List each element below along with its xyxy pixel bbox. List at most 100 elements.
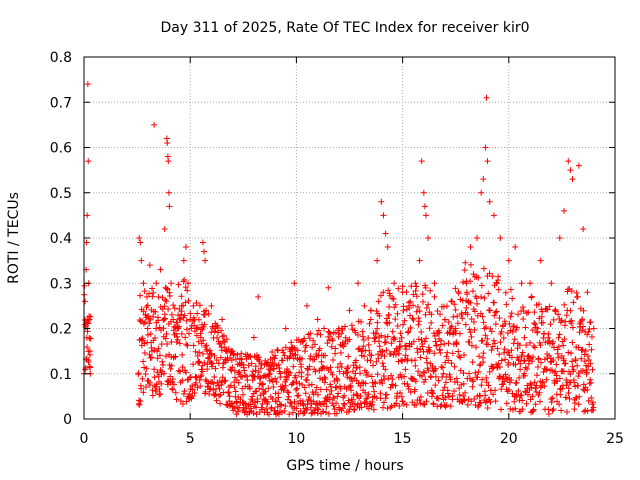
data-point xyxy=(150,313,157,320)
data-point xyxy=(386,319,393,326)
data-point xyxy=(521,334,528,341)
data-point xyxy=(284,366,291,373)
data-point xyxy=(307,330,314,337)
data-point xyxy=(485,290,492,297)
data-point xyxy=(149,387,156,394)
data-point xyxy=(165,189,172,196)
data-point xyxy=(522,324,529,331)
data-point xyxy=(557,391,564,398)
grid xyxy=(84,57,615,419)
data-point xyxy=(575,401,582,408)
data-point xyxy=(365,341,372,348)
data-point xyxy=(363,369,370,376)
data-point xyxy=(466,339,473,346)
data-point xyxy=(552,308,559,315)
data-point xyxy=(255,293,262,300)
data-point xyxy=(452,325,459,332)
data-point xyxy=(392,351,399,358)
data-point xyxy=(327,364,334,371)
data-point xyxy=(184,342,191,349)
data-point xyxy=(487,399,494,406)
data-point xyxy=(314,331,321,338)
data-point xyxy=(160,325,167,332)
data-point xyxy=(198,372,205,379)
data-point xyxy=(213,397,220,404)
data-point xyxy=(443,402,450,409)
data-point xyxy=(83,239,90,246)
data-point xyxy=(498,328,505,335)
data-point xyxy=(572,357,579,364)
data-point xyxy=(142,384,149,391)
data-point xyxy=(568,288,575,295)
y-tick-label: 0.8 xyxy=(50,50,72,66)
data-point xyxy=(555,311,562,318)
data-point xyxy=(464,401,471,408)
data-point xyxy=(154,348,161,355)
data-point xyxy=(424,359,431,366)
data-point xyxy=(222,347,229,354)
data-point xyxy=(149,392,156,399)
data-point xyxy=(182,334,189,341)
data-point xyxy=(202,257,209,264)
data-point xyxy=(315,406,322,413)
data-point xyxy=(537,257,544,264)
data-point xyxy=(467,329,474,336)
data-point xyxy=(156,391,163,398)
data-point xyxy=(240,391,247,398)
data-point xyxy=(328,369,335,376)
data-point xyxy=(322,409,329,416)
data-point xyxy=(157,266,164,273)
data-point xyxy=(497,406,504,413)
data-point xyxy=(482,332,489,339)
data-point xyxy=(188,325,195,332)
data-point xyxy=(513,379,520,386)
data-point xyxy=(238,350,245,357)
data-point xyxy=(269,348,276,355)
x-tick-label: 15 xyxy=(394,431,412,447)
data-point xyxy=(152,308,159,315)
data-point xyxy=(345,363,352,370)
data-point xyxy=(534,325,541,332)
data-point xyxy=(340,370,347,377)
data-point xyxy=(330,356,337,363)
data-point xyxy=(405,385,412,392)
data-point xyxy=(502,289,509,296)
data-point xyxy=(501,346,508,353)
data-point xyxy=(476,353,483,360)
data-point xyxy=(580,307,587,314)
data-point xyxy=(486,198,493,205)
data-point xyxy=(324,395,331,402)
data-point xyxy=(155,345,162,352)
data-point xyxy=(404,356,411,363)
data-point xyxy=(563,382,570,389)
data-point xyxy=(255,369,262,376)
data-point xyxy=(164,341,171,348)
data-point xyxy=(204,355,211,362)
data-point xyxy=(539,308,546,315)
data-point xyxy=(405,302,412,309)
data-point xyxy=(519,406,526,413)
data-point xyxy=(87,313,94,320)
data-point xyxy=(480,359,487,366)
data-point xyxy=(329,337,336,344)
data-point xyxy=(507,286,514,293)
data-point xyxy=(336,368,343,375)
data-point xyxy=(219,333,226,340)
data-point xyxy=(244,377,251,384)
data-point xyxy=(490,212,497,219)
data-point xyxy=(170,316,177,323)
data-point xyxy=(390,334,397,341)
data-point xyxy=(273,398,280,405)
data-point xyxy=(331,395,338,402)
data-point xyxy=(322,375,329,382)
data-point xyxy=(162,315,169,322)
data-point xyxy=(548,395,555,402)
data-point xyxy=(443,353,450,360)
data-point xyxy=(579,316,586,323)
data-point xyxy=(373,330,380,337)
data-point xyxy=(310,337,317,344)
data-point xyxy=(477,310,484,317)
data-point xyxy=(350,406,357,413)
data-point xyxy=(167,365,174,372)
data-point xyxy=(429,390,436,397)
